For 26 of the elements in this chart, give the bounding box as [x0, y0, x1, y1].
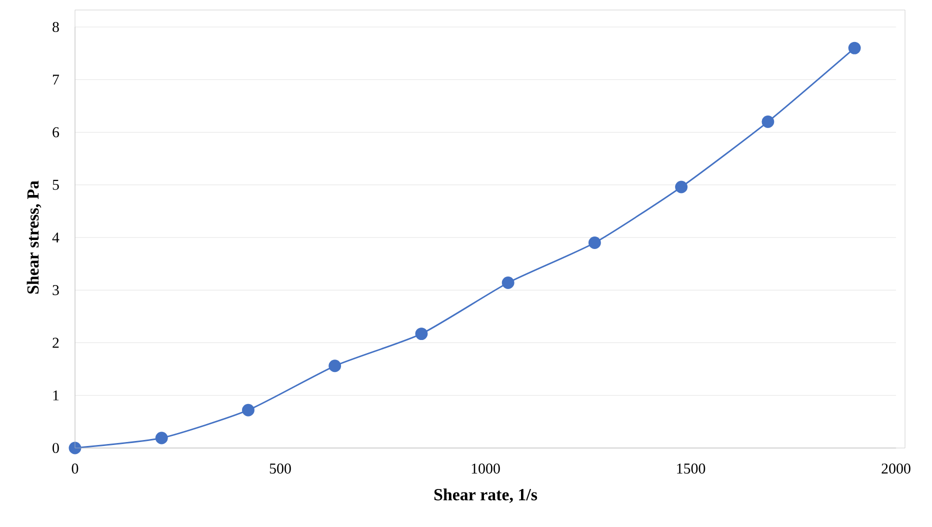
point [68, 442, 82, 454]
y-tick-label: 3 [52, 285, 59, 296]
point [675, 180, 688, 194]
point [155, 432, 168, 444]
x-tick-label: 1500 [677, 464, 706, 474]
y-tick-label: 2 [52, 338, 59, 348]
point [415, 328, 428, 340]
y-axis-title: Shear stress, Pa [26, 180, 42, 294]
y-tick-label: 4 [52, 232, 60, 242]
y-tick-label: 1 [53, 390, 59, 400]
x-tick-label: 500 [270, 464, 291, 474]
x-axis-title: Shear rate, 1/s [434, 488, 538, 503]
point [588, 236, 601, 249]
point [502, 276, 514, 289]
y-tick-label: 8 [52, 22, 59, 32]
y-tick-label: 6 [52, 127, 60, 138]
point [762, 115, 774, 128]
point [242, 404, 254, 416]
x-tick-label: 0 [72, 464, 78, 474]
y-tick-label: 0 [52, 442, 59, 454]
point [848, 42, 861, 54]
x-tick-label: 1000 [472, 464, 500, 474]
y-tick-label: 5 [52, 180, 59, 190]
x-tick-label: 2000 [882, 464, 910, 474]
y-tick-label: 7 [52, 74, 60, 85]
point [328, 360, 342, 372]
